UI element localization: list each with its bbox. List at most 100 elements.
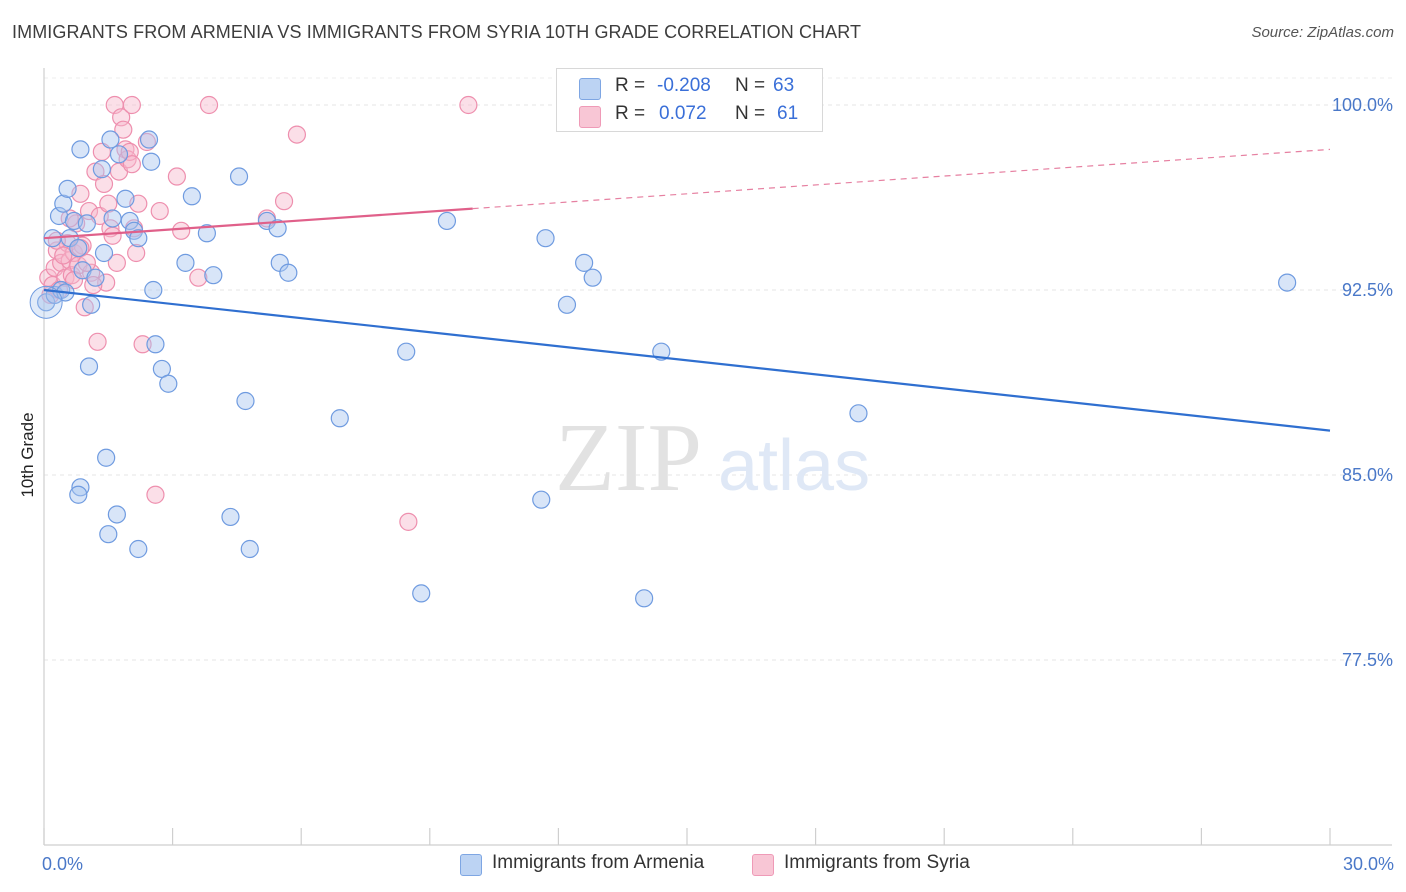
armenia-point[interactable] (536, 229, 555, 248)
syria-point[interactable] (103, 226, 122, 245)
armenia-point[interactable] (86, 268, 105, 287)
armenia-point[interactable] (139, 130, 159, 149)
armenia-point[interactable] (635, 589, 654, 608)
chart-title: IMMIGRANTS FROM ARMENIA VS IMMIGRANTS FR… (12, 22, 862, 42)
syria-point[interactable] (150, 201, 169, 221)
armenia-point[interactable] (97, 448, 116, 467)
armenia-point[interactable] (79, 357, 99, 376)
armenia-point[interactable] (120, 211, 139, 231)
armenia-point[interactable] (437, 211, 457, 231)
armenia-point[interactable] (240, 539, 259, 559)
armenia-swatch (579, 78, 601, 100)
syria-point[interactable] (167, 167, 186, 186)
syria-r-value: 0.072 (659, 103, 707, 124)
syria-trend-line (43, 207, 473, 240)
armenia-point[interactable] (58, 179, 77, 198)
armenia-point[interactable] (129, 539, 148, 559)
armenia-point[interactable] (144, 280, 163, 300)
syria-point[interactable] (88, 332, 107, 351)
syria-point[interactable] (107, 253, 126, 272)
watermark-zip: ZIP (555, 404, 702, 512)
syria-point[interactable] (122, 95, 141, 115)
armenia-point[interactable] (652, 342, 671, 361)
armenia-point[interactable] (94, 243, 114, 263)
armenia-point[interactable] (103, 209, 122, 228)
syria-point[interactable] (399, 512, 418, 531)
armenia-n-value: 63 (773, 75, 795, 96)
armenia-point[interactable] (257, 211, 277, 231)
syria-swatch (579, 106, 601, 128)
armenia-point[interactable] (849, 404, 868, 423)
armenia-point[interactable] (71, 140, 90, 159)
legend-syria-label: Immigrants from Syria (784, 852, 970, 873)
watermark-atlas: atlas (718, 426, 870, 506)
armenia-point[interactable] (397, 342, 416, 361)
armenia-point[interactable] (54, 194, 73, 213)
y-tick-label: 100.0% (1332, 95, 1393, 115)
syria-point[interactable] (84, 275, 103, 295)
armenia-point[interactable] (69, 485, 88, 504)
syria-point[interactable] (122, 155, 141, 174)
armenia-point[interactable] (77, 214, 96, 233)
armenia-point[interactable] (116, 189, 135, 208)
armenia-point[interactable] (197, 224, 216, 243)
syria-point[interactable] (99, 194, 118, 213)
armenia-point[interactable] (107, 505, 126, 524)
syria-point[interactable] (199, 95, 219, 115)
syria-point[interactable] (146, 485, 165, 504)
syria-r-label: R = (615, 103, 646, 124)
armenia-point-large[interactable] (29, 285, 63, 319)
armenia-r-label: R = (615, 75, 646, 96)
armenia-point[interactable] (92, 160, 111, 179)
armenia-point[interactable] (101, 130, 120, 149)
stats-row-armenia: R = -0.208 N = 63 (557, 75, 822, 103)
armenia-point[interactable] (99, 525, 118, 544)
armenia-point[interactable] (229, 167, 249, 186)
armenia-point[interactable] (176, 253, 195, 272)
x-ticks (43, 828, 1331, 845)
syria-point[interactable] (54, 246, 73, 265)
syria-point[interactable] (459, 95, 478, 115)
armenia-point[interactable] (109, 145, 129, 164)
armenia-point[interactable] (221, 507, 240, 527)
armenia-point[interactable] (142, 152, 161, 171)
legend: Immigrants from Armenia Immigrants from … (0, 850, 1406, 878)
stats-box: R = -0.208 N = 63 R = 0.072 N = 61 (556, 68, 823, 132)
armenia-point[interactable] (279, 263, 298, 282)
armenia-point[interactable] (82, 295, 101, 314)
armenia-point[interactable] (532, 490, 551, 509)
syria-n-label: N = (735, 103, 766, 124)
armenia-point[interactable] (557, 295, 577, 314)
syria-point[interactable] (127, 243, 146, 263)
armenia-point[interactable] (268, 219, 287, 238)
armenia-point[interactable] (69, 238, 88, 258)
syria-point[interactable] (172, 221, 191, 240)
syria-point[interactable] (133, 335, 152, 354)
armenia-point[interactable] (159, 374, 178, 393)
armenia-point[interactable] (330, 409, 349, 428)
legend-armenia-label: Immigrants from Armenia (492, 852, 705, 873)
armenia-point[interactable] (129, 229, 148, 248)
armenia-point[interactable] (204, 266, 223, 285)
armenia-point[interactable] (1278, 273, 1297, 292)
syria-point[interactable] (274, 192, 294, 211)
grid-lines (44, 77, 1392, 661)
syria-point[interactable] (137, 132, 156, 152)
armenia-point[interactable] (575, 253, 594, 272)
armenia-point[interactable] (412, 584, 431, 603)
x-tick-label-min: 0.0% (42, 854, 83, 874)
syria-point[interactable] (287, 125, 307, 144)
y-tick-label: 77.5% (1342, 650, 1393, 670)
syria-point[interactable] (189, 268, 208, 287)
armenia-point[interactable] (583, 268, 602, 287)
syria-point[interactable] (114, 120, 133, 139)
legend-syria-swatch (752, 854, 774, 876)
armenia-point[interactable] (71, 478, 90, 497)
y-tick-labels: 77.5% 85.0% 92.5% 100.0% (1332, 95, 1393, 670)
armenia-point[interactable] (236, 391, 255, 411)
syria-point[interactable] (94, 174, 114, 194)
armenia-point[interactable] (146, 335, 165, 354)
syria-n-value: 61 (777, 103, 799, 124)
armenia-point[interactable] (182, 187, 201, 206)
